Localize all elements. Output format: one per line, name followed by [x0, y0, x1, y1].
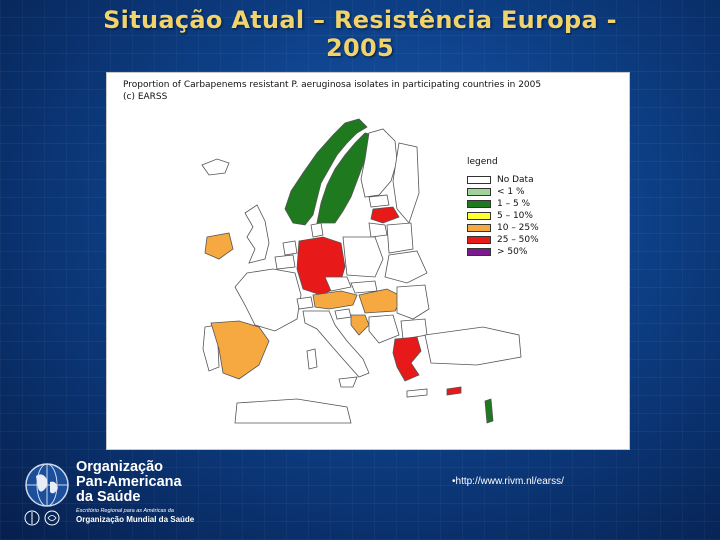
who-name: Organização Mundial da Saúde [76, 515, 195, 524]
legend-item: < 1 % [467, 186, 577, 197]
legend-label: 25 – 50% [497, 234, 539, 245]
europe-map [201, 118, 522, 424]
org-name-line-3: da Saúde [76, 489, 141, 505]
legend-swatch [467, 187, 491, 196]
legend-swatch [467, 223, 491, 232]
map-heading: Proportion of Carbapenems resistant P. a… [123, 79, 623, 103]
country-croatia [350, 314, 370, 336]
country-italy [302, 310, 370, 378]
map-legend: legend No Data < 1 % 1 – 5 % 5 – 10% 10 – 25… [467, 157, 577, 258]
country-norway [284, 118, 368, 226]
country-iceland [201, 158, 230, 176]
country-slovakia [350, 280, 378, 294]
island-sardinia [306, 348, 318, 370]
country-austria [312, 290, 358, 310]
legend-item: 1 – 5 % [467, 198, 577, 209]
country-greece [392, 336, 422, 382]
legend-label: 10 – 25% [497, 222, 539, 233]
legend-rows: No Data < 1 % 1 – 5 % 5 – 10% 10 – 25% 25 – 5… [467, 174, 577, 257]
title-line-1: Situação Atual – Resistência Europa - [103, 6, 617, 34]
country-russia [392, 142, 420, 224]
org-name-line-2: Pan-Americana [76, 474, 182, 490]
country-ukraine [384, 250, 428, 284]
who-emblem-icon [24, 510, 60, 526]
country-france [234, 268, 302, 332]
legend-swatch [467, 175, 491, 184]
source-url: •http://www.rivm.nl/earss/ [452, 476, 564, 487]
globe-icon [25, 463, 69, 507]
slide-title: Situação Atual – Resistência Europa - 20… [40, 6, 680, 62]
country-belarus [386, 222, 414, 254]
country-slovenia [334, 308, 352, 320]
organization-name: Organização Pan-Americana da Saúde [76, 460, 182, 505]
legend-label: 1 – 5 % [497, 198, 531, 209]
country-hungary [358, 288, 404, 314]
legend-swatch [467, 235, 491, 244]
country-turkey [424, 326, 522, 366]
map-panel: Proportion of Carbapenems resistant P. a… [106, 72, 630, 450]
country-ireland [204, 232, 234, 260]
country-denmark [310, 222, 324, 238]
country-israel [484, 398, 494, 424]
country-switzerland [296, 296, 314, 310]
country-netherlands [282, 240, 298, 256]
island-sicily [338, 376, 358, 388]
legend-item: 25 – 50% [467, 234, 577, 245]
legend-swatch [467, 199, 491, 208]
country-bulgaria [400, 318, 428, 340]
legend-label: 5 – 10% [497, 210, 533, 221]
org-name-line-1: Organização [76, 459, 164, 475]
map-heading-line-2: (c) EARSS [123, 92, 168, 102]
legend-label: > 50% [497, 246, 528, 257]
country-spain [210, 320, 270, 380]
legend-title: legend [467, 157, 498, 167]
region-north-africa [234, 398, 352, 424]
legend-item: 10 – 25% [467, 222, 577, 233]
legend-swatch [467, 247, 491, 256]
country-czech [324, 276, 352, 292]
country-latvia [370, 206, 400, 224]
legend-label: < 1 % [497, 186, 525, 197]
paho-logo: Organização Pan-Americana da Saúde Escri… [18, 458, 248, 532]
legend-item: No Data [467, 174, 577, 185]
country-romania [396, 284, 430, 320]
legend-swatch [467, 211, 491, 220]
country-poland [342, 236, 384, 278]
country-cyprus [446, 386, 462, 396]
org-subtitle: Escritório Regional para as Américas da [76, 508, 174, 514]
map-heading-line-1: Proportion of Carbapenems resistant P. a… [123, 80, 542, 90]
title-line-2: 2005 [326, 34, 394, 62]
country-belgium [274, 254, 296, 270]
island-crete [406, 388, 428, 398]
country-estonia [368, 194, 390, 208]
country-finland [360, 128, 398, 198]
country-uk [244, 204, 270, 264]
legend-label: No Data [497, 174, 534, 185]
country-lithuania [368, 222, 388, 238]
legend-item: 5 – 10% [467, 210, 577, 221]
legend-item: > 50% [467, 246, 577, 257]
country-serbia [368, 314, 400, 344]
